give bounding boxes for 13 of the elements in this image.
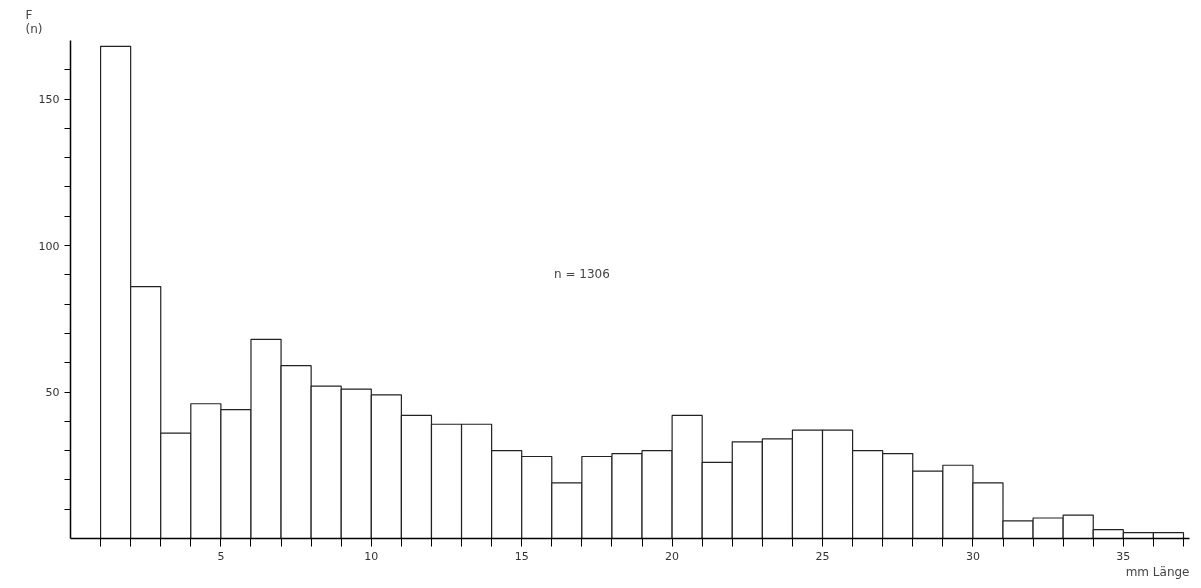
annotation: n = 1306 (553, 266, 610, 281)
y-tick-label: 50 (45, 386, 60, 400)
y-tick-label: 100 (38, 239, 60, 253)
x-tick-label: 15 (514, 549, 529, 563)
y-tick-label: 150 (38, 93, 60, 107)
x-tick-label: 5 (217, 549, 225, 563)
x-axis-title: mm Länge (1125, 564, 1190, 579)
x-tick-label: 35 (1116, 549, 1131, 563)
x-tick-label: 30 (965, 549, 980, 563)
x-tick-label: 25 (815, 549, 830, 563)
x-tick-label: 10 (364, 549, 379, 563)
y-axis-title: F (n) (25, 7, 43, 36)
x-tick-label: 20 (665, 549, 680, 563)
